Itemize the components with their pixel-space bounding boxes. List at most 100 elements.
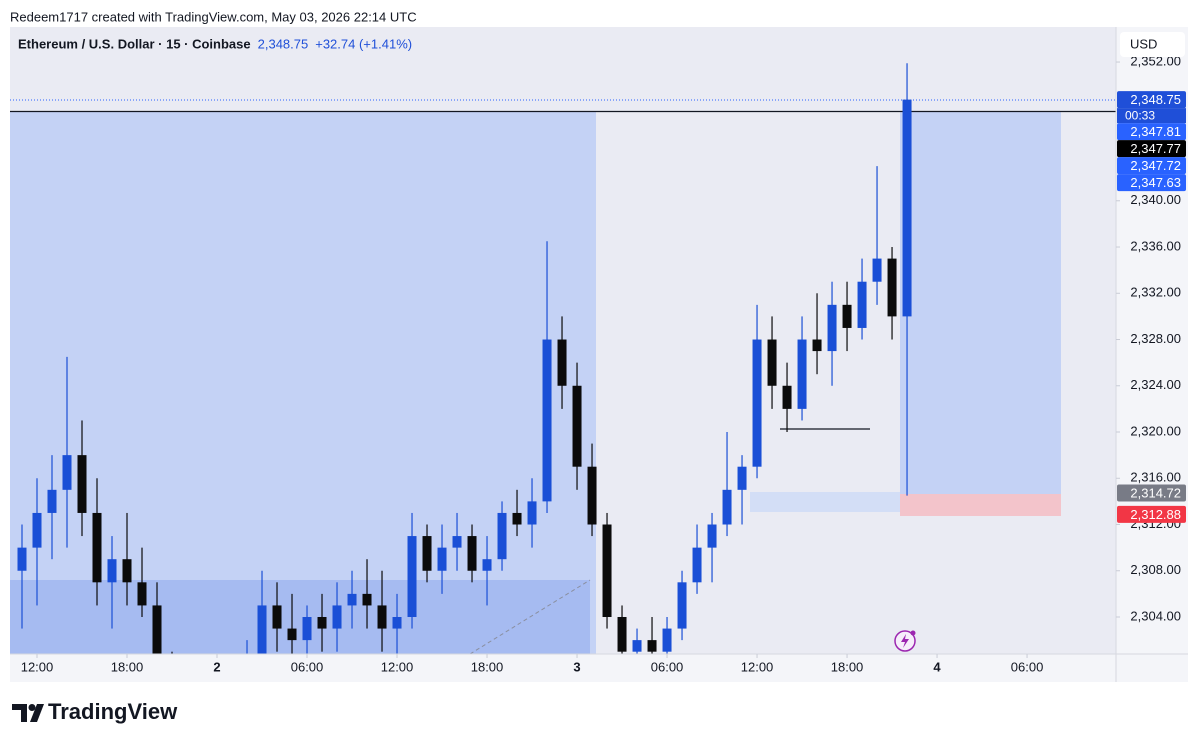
- candle-body: [17, 547, 27, 571]
- price-badge: [1117, 123, 1186, 141]
- candle-body: [677, 582, 687, 629]
- candle-body: [32, 512, 42, 548]
- candle-body: [797, 339, 807, 409]
- price-badge-label: 2,347.72: [1130, 158, 1181, 173]
- candle-body: [287, 628, 297, 641]
- candle-body: [92, 512, 102, 583]
- symbol-title: Ethereum / U.S. Dollar · 15 · Coinbase: [18, 36, 251, 51]
- candle-body: [317, 617, 327, 629]
- price-badge: [1117, 157, 1186, 175]
- currency-box[interactable]: [1120, 32, 1185, 57]
- candle-body: [857, 281, 867, 328]
- candle-body: [887, 258, 897, 317]
- x-tick-label: 12:00: [381, 659, 414, 674]
- candle-body: [722, 489, 732, 525]
- brand-logo: [12, 704, 44, 722]
- x-tick-label: 18:00: [111, 659, 144, 674]
- candle-body: [827, 304, 837, 352]
- candle-body: [392, 617, 402, 629]
- candle-body: [47, 489, 57, 513]
- candle-body: [407, 536, 417, 618]
- candles: [17, 63, 912, 654]
- target-box: [900, 112, 1061, 494]
- y-tick-label: 2,316.00: [1130, 470, 1181, 485]
- candle-body: [107, 559, 117, 583]
- y-tick-label: 2,352.00: [1130, 53, 1181, 68]
- candle-body: [137, 582, 147, 606]
- candle-body: [557, 339, 567, 386]
- zone-box: [750, 492, 900, 512]
- x-tick-label: 12:00: [741, 659, 774, 674]
- last-price: 2,348.75: [258, 36, 309, 51]
- candle-body: [377, 605, 387, 629]
- x-tick-label: 4: [933, 659, 941, 674]
- countdown-badge: [1117, 108, 1186, 124]
- stop-box: [900, 494, 1061, 516]
- x-tick-label: 18:00: [831, 659, 864, 674]
- candle-body: [77, 455, 87, 513]
- x-tick-label: 3: [573, 659, 580, 674]
- icon[interactable]: [894, 630, 916, 652]
- x-tick-label: 06:00: [291, 659, 324, 674]
- attribution: Redeem1717 created with TradingView.com,…: [10, 9, 417, 24]
- price-badge-label: 2,312.88: [1130, 507, 1181, 522]
- x-tick-label: 06:00: [1011, 659, 1044, 674]
- candle-body: [767, 339, 777, 386]
- candle-body: [632, 640, 642, 652]
- candle-body: [872, 258, 882, 282]
- candle-body: [587, 466, 597, 525]
- price-change: +32.74 (+1.41%): [315, 36, 412, 51]
- price-badge-label: 2,348.75: [1130, 92, 1181, 107]
- y-tick-label: 2,324.00: [1130, 377, 1181, 392]
- candle-body: [497, 512, 507, 560]
- price-badge: [1117, 91, 1186, 109]
- candle-body: [257, 605, 267, 654]
- candle-body: [482, 559, 492, 571]
- price-badge: [1117, 505, 1186, 523]
- y-tick-label: 2,332.00: [1130, 285, 1181, 300]
- price-axis: 2,304.002,308.002,312.002,316.002,320.00…: [1116, 53, 1181, 623]
- candle-body: [572, 385, 582, 467]
- candle-body: [62, 455, 72, 490]
- candle-body: [422, 536, 432, 571]
- candle-body: [602, 524, 612, 618]
- zone-box: [10, 580, 590, 654]
- price-badge-label: 2,347.81: [1130, 124, 1181, 139]
- candle-body: [617, 617, 627, 652]
- candle-body: [752, 339, 762, 467]
- candle-body: [707, 524, 717, 548]
- candle-body: [512, 512, 522, 525]
- candle-body: [152, 605, 162, 654]
- candle-body: [302, 617, 312, 641]
- candle-body: [542, 339, 552, 502]
- candle-body: [527, 501, 537, 525]
- candle-body: [812, 339, 822, 352]
- candle-body: [737, 466, 747, 490]
- brand-name: TradingView: [48, 699, 178, 724]
- candle-body: [347, 593, 357, 606]
- y-tick-label: 2,336.00: [1130, 238, 1181, 253]
- candle-body: [782, 385, 792, 409]
- price-badge: [1117, 484, 1186, 502]
- y-tick-label: 2,304.00: [1130, 608, 1181, 623]
- candle-body: [842, 304, 852, 328]
- y-tick-label: 2,308.00: [1130, 562, 1181, 577]
- x-tick-label: 06:00: [651, 659, 684, 674]
- candle-body: [437, 547, 447, 571]
- x-tick-label: 2: [213, 659, 220, 674]
- candle-body: [452, 536, 462, 548]
- currency[interactable]: USD: [1130, 36, 1157, 51]
- price-badge-label: 2,347.77: [1130, 141, 1181, 156]
- countdown: 00:33: [1125, 108, 1155, 122]
- y-tick-label: 2,340.00: [1130, 192, 1181, 207]
- candle-body: [662, 628, 672, 652]
- candle-body: [467, 536, 477, 571]
- candle-body: [272, 605, 282, 629]
- candle-body: [362, 593, 372, 606]
- y-tick-label: 2,328.00: [1130, 331, 1181, 346]
- price-badge-label: 2,314.72: [1130, 485, 1181, 500]
- candle-body: [122, 559, 132, 583]
